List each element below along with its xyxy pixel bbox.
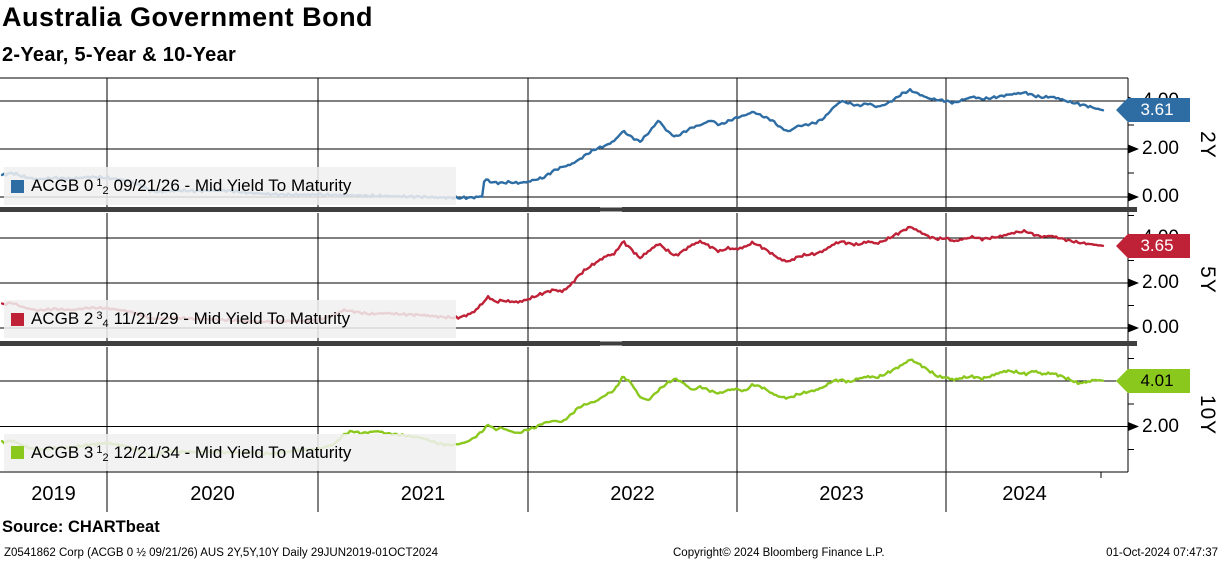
divider-grip-icon xyxy=(600,341,622,346)
x-tick-label-2023: 2023 xyxy=(819,483,864,505)
panel-axis-label-10y: 10Y xyxy=(1196,394,1219,436)
x-tick-label-2020: 2020 xyxy=(190,483,235,505)
legend-swatch-icon xyxy=(11,312,24,326)
divider-grip-icon xyxy=(600,207,622,212)
x-tick-label-2024: 2024 xyxy=(1002,483,1047,505)
y-tick-label: 2.00 xyxy=(1142,138,1179,159)
legend-label-10y: ACGB 3 12 12/21/34 - Mid Yield To Maturity xyxy=(31,442,352,464)
panel-divider[interactable] xyxy=(0,207,1137,212)
last-price-tag-10y: 4.01 xyxy=(1116,369,1190,393)
legend-swatch-icon xyxy=(11,179,24,193)
legend-label-5y: ACGB 2 34 11/21/29 - Mid Yield To Maturity xyxy=(31,309,351,330)
last-price-tag-5y: 3.65 xyxy=(1116,234,1190,258)
panel-axis-label-2y: 2Y xyxy=(1196,131,1219,159)
x-tick-label-2022: 2022 xyxy=(610,483,655,505)
x-tick-label-2019: 2019 xyxy=(31,483,76,505)
panel-divider[interactable] xyxy=(0,341,1137,346)
footer-timestamp: 01-Oct-2024 07:47:37 xyxy=(1106,547,1218,559)
legend-label-2y: ACGB 0 12 09/21/26 - Mid Yield To Maturity xyxy=(31,176,352,197)
y-tick-arrow-icon xyxy=(1128,278,1139,288)
y-tick-arrow-icon xyxy=(1128,422,1139,431)
footer-copyright: Copyright© 2024 Bloomberg Finance L.P. xyxy=(673,547,885,559)
y-tick-arrow-icon xyxy=(1128,192,1139,202)
footer-note: Z0541862 Corp (ACGB 0 ½ 09/21/26) AUS 2Y… xyxy=(4,547,439,559)
source-label: Source: CHARTbeat xyxy=(2,518,160,536)
y-tick-arrow-icon xyxy=(1128,323,1139,333)
x-tick-label-2021: 2021 xyxy=(400,483,446,505)
last-price-tag-2y: 3.61 xyxy=(1116,98,1190,122)
legend-item-2y[interactable]: ACGB 0 12 09/21/26 - Mid Yield To Maturity xyxy=(4,167,456,205)
page-subtitle: 2-Year, 5-Year & 10-Year xyxy=(2,44,237,66)
y-tick-label: 2.00 xyxy=(1142,415,1179,437)
legend-item-5y[interactable]: ACGB 2 34 11/21/29 - Mid Yield To Maturity xyxy=(4,300,456,338)
page-title: Australia Government Bond xyxy=(2,2,374,32)
y-tick-arrow-icon xyxy=(1128,144,1139,154)
panel-axis-label-5y: 5Y xyxy=(1196,266,1219,294)
y-tick-label: 0.00 xyxy=(1142,317,1179,338)
y-tick-label: 2.00 xyxy=(1142,272,1179,293)
y-tick-label: 0.00 xyxy=(1142,186,1179,207)
legend-item-10y[interactable]: ACGB 3 12 12/21/34 - Mid Yield To Maturity xyxy=(4,434,456,471)
legend-swatch-icon xyxy=(11,446,24,459)
